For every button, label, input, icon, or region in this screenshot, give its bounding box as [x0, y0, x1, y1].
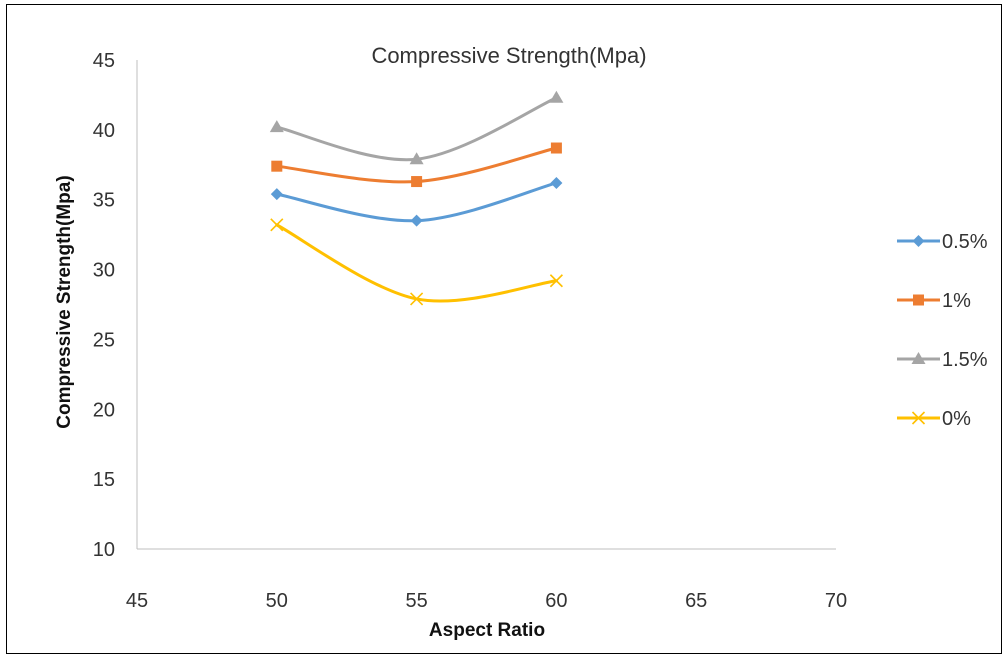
series-line: [275, 223, 558, 303]
data-point: [549, 90, 564, 103]
data-point: [271, 160, 283, 172]
series-line: [275, 96, 558, 162]
x-tick-label: 55: [405, 590, 427, 612]
axes: [136, 60, 836, 550]
chart-title: Compressive Strength(Mpa): [371, 43, 646, 68]
x-tick-label: 50: [266, 590, 288, 612]
legend-entry: 1%: [897, 290, 971, 312]
data-point: [270, 218, 284, 232]
y-tick-label: 35: [93, 190, 115, 212]
legend-label: 0.5%: [942, 231, 988, 253]
data-point: [270, 188, 283, 201]
data-point: [410, 214, 423, 227]
y-tick-label: 10: [93, 539, 115, 561]
y-tick-label: 15: [93, 469, 115, 491]
y-tick-label: 45: [93, 50, 115, 72]
x-tick-label: 70: [825, 590, 847, 612]
data-point: [269, 120, 284, 133]
x-tick-label: 45: [126, 590, 148, 612]
data-point: [409, 152, 424, 165]
y-tick-labels: 10 15 20 25 30 35 40 45: [93, 50, 115, 561]
legend-entry: 0%: [897, 408, 971, 430]
legend-marker: [911, 352, 926, 364]
data-point: [410, 292, 424, 306]
y-tick-label: 30: [93, 260, 115, 282]
legend-marker: [912, 235, 925, 247]
series-markers: [269, 90, 564, 306]
data-point: [411, 176, 423, 188]
x-axis-label: Aspect Ratio: [429, 620, 545, 641]
legend: 0.5% 1% 1.5% 0%: [897, 231, 988, 430]
y-axis-label: Compressive Strength(Mpa): [54, 175, 75, 428]
x-tick-labels: 45 50 55 60 65 70: [126, 590, 847, 612]
y-tick-label: 40: [93, 120, 115, 142]
x-tick-label: 65: [685, 590, 707, 612]
data-point: [549, 274, 563, 288]
x-marker-stroke: [270, 218, 284, 232]
legend-label: 0%: [942, 408, 971, 430]
y-tick-label: 25: [93, 329, 115, 351]
x-marker-stroke: [410, 292, 424, 306]
series-lines: [275, 96, 558, 303]
data-point: [550, 142, 562, 154]
legend-label: 1.5%: [942, 349, 988, 371]
legend-entry: 1.5%: [897, 349, 988, 371]
legend-entry: 0.5%: [897, 231, 988, 253]
legend-marker: [911, 411, 926, 425]
x-marker-stroke: [549, 274, 563, 288]
chart-frame: [6, 4, 1002, 654]
x-marker-stroke: [911, 411, 926, 425]
x-tick-label: 60: [545, 590, 567, 612]
legend-marker: [913, 294, 924, 306]
data-point: [550, 176, 563, 189]
y-tick-label: 20: [93, 399, 115, 421]
legend-label: 1%: [942, 290, 971, 312]
